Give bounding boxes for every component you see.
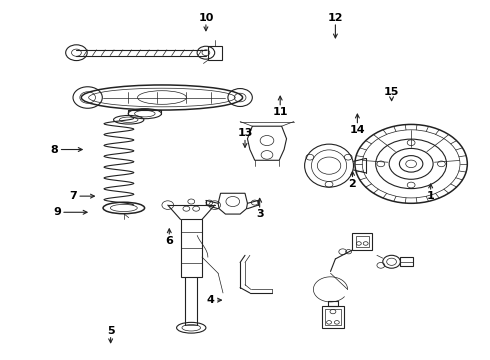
Text: 14: 14 (349, 125, 365, 135)
Text: 4: 4 (207, 295, 215, 305)
Text: 2: 2 (348, 179, 356, 189)
Text: 1: 1 (427, 191, 435, 201)
Text: 10: 10 (198, 13, 214, 23)
Text: 13: 13 (237, 129, 253, 138)
Text: 12: 12 (328, 13, 343, 23)
Text: 7: 7 (69, 191, 77, 201)
Text: 11: 11 (272, 107, 288, 117)
Bar (180, 220, 202, 277)
Text: 6: 6 (165, 236, 173, 246)
Bar (322, 306, 343, 328)
Text: 9: 9 (53, 207, 61, 217)
Bar (400, 257, 413, 266)
Text: 8: 8 (50, 144, 58, 154)
Text: 3: 3 (256, 209, 264, 219)
Text: 15: 15 (384, 87, 399, 97)
Text: 5: 5 (107, 325, 115, 336)
Bar (208, 45, 222, 60)
Bar (352, 233, 372, 250)
Bar (325, 309, 341, 325)
Bar (356, 235, 368, 247)
